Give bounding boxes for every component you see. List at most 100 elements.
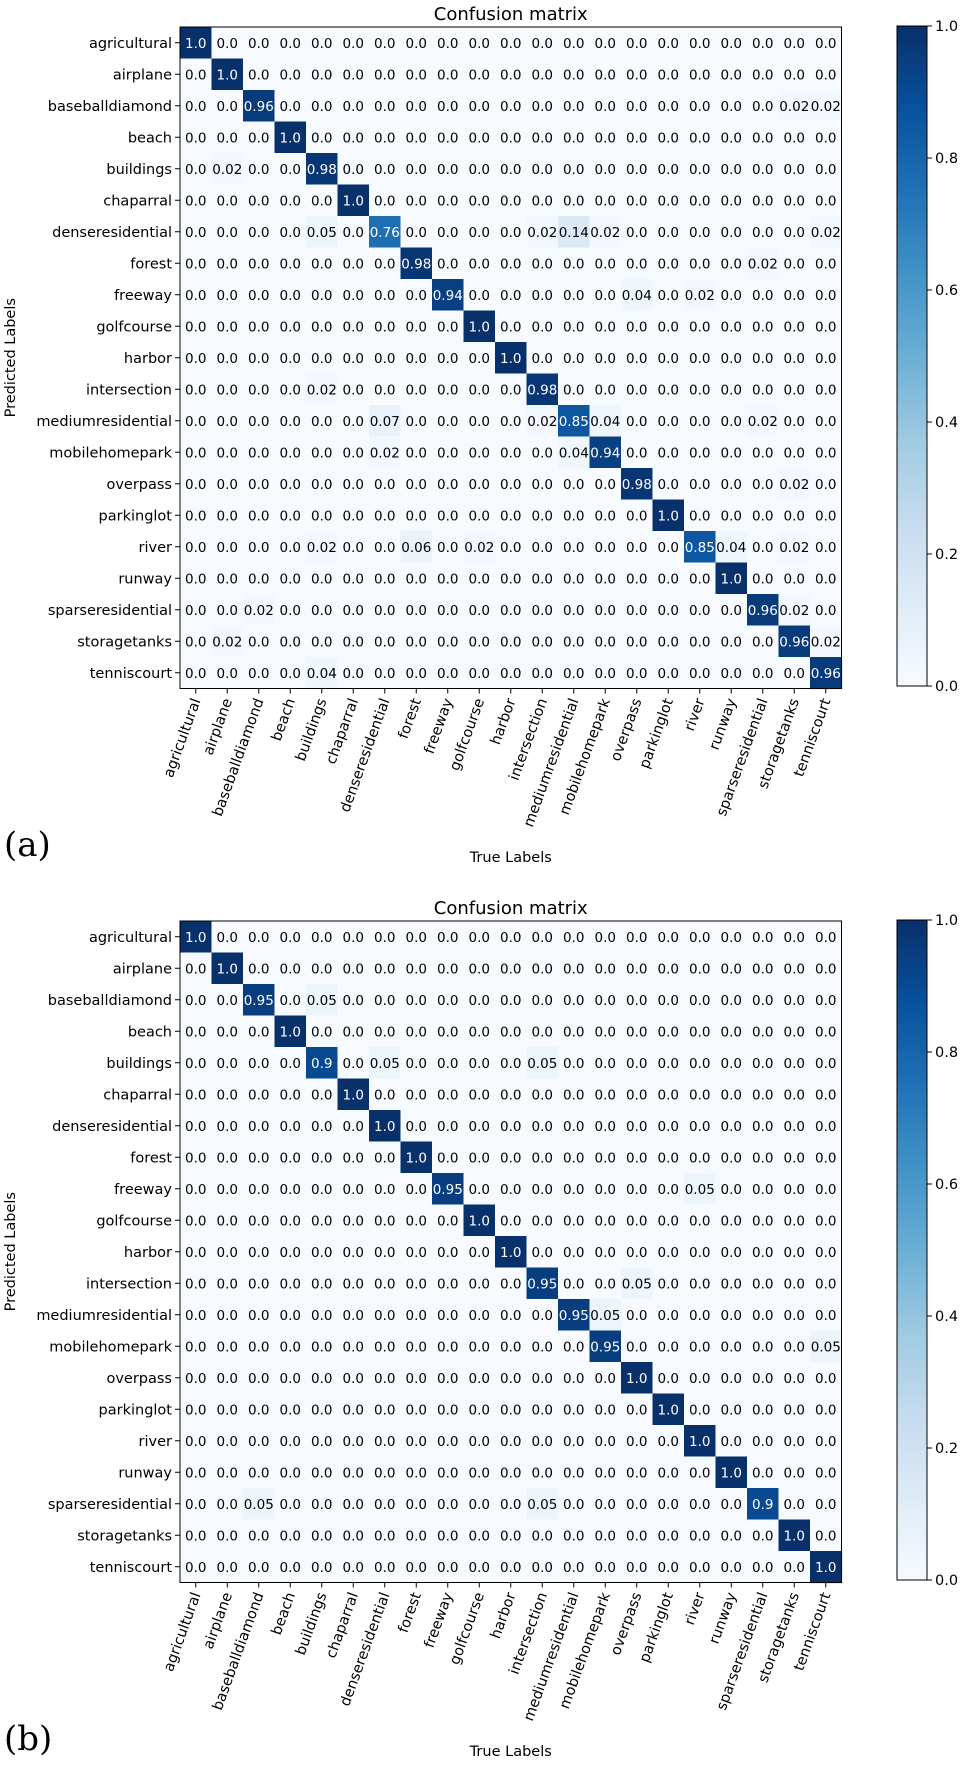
heatmap-cell [652, 499, 685, 532]
cell-value-label: 0.0 [437, 1371, 458, 1387]
heatmap-cell [495, 468, 528, 501]
cell-value-label: 0.0 [752, 225, 773, 241]
cell-value-label: 1.0 [217, 961, 238, 977]
cell-value-label: 0.0 [343, 1308, 364, 1324]
heatmap-cell [180, 1330, 213, 1363]
heatmap-cell [180, 216, 213, 249]
cell-value-label: 0.0 [563, 508, 584, 524]
cell-value-label: 0.0 [721, 1056, 742, 1072]
heatmap-cell [495, 984, 528, 1017]
heatmap-cell [621, 1330, 654, 1363]
heatmap-cell [684, 468, 717, 501]
cell-value-label: 0.0 [563, 930, 584, 946]
cell-value-label: 0.0 [406, 1528, 427, 1544]
cell-value-label: 0.0 [721, 1150, 742, 1166]
heatmap-cell [526, 657, 559, 690]
heatmap-cell [369, 247, 402, 280]
heatmap-cell [306, 1362, 339, 1395]
cell-value-label: 0.0 [406, 1119, 427, 1135]
cell-value-label: 0.0 [311, 634, 332, 650]
heatmap-cell [495, 90, 528, 123]
heatmap-cell [274, 1141, 307, 1174]
cell-value-label: 0.0 [185, 571, 206, 587]
cell-value-label: 0.02 [370, 445, 400, 461]
colorbar-tick-label: 0.4 [935, 1309, 958, 1325]
heatmap-cell [684, 1173, 717, 1206]
heatmap-cell [432, 1456, 465, 1489]
heatmap-cell [337, 216, 370, 249]
y-tick-label: golfcourse [96, 319, 172, 335]
heatmap-cell [778, 921, 811, 954]
heatmap-cell [684, 1299, 717, 1332]
cell-value-label: 0.0 [185, 1528, 206, 1544]
heatmap-cell [400, 531, 433, 564]
heatmap-cell [621, 1299, 654, 1332]
heatmap-cell [589, 1393, 622, 1426]
cell-value-label: 0.02 [212, 634, 242, 650]
cell-value-label: 0.14 [559, 225, 589, 241]
cell-value-label: 0.0 [500, 382, 521, 398]
heatmap-cell [463, 1551, 496, 1584]
cell-value-label: 0.0 [217, 1056, 238, 1072]
heatmap-cell [243, 531, 276, 564]
heatmap-cell [306, 279, 339, 312]
cell-value-label: 0.0 [563, 1150, 584, 1166]
cell-value-label: 0.0 [469, 36, 490, 52]
heatmap-cell [589, 594, 622, 627]
heatmap-cell [652, 562, 685, 595]
heatmap-cell [778, 342, 811, 375]
cell-value-label: 0.0 [626, 1528, 647, 1544]
cell-value-label: 0.0 [752, 1308, 773, 1324]
heatmap-cell [589, 279, 622, 312]
heatmap-cell [243, 625, 276, 658]
cell-value-label: 0.0 [658, 1087, 679, 1103]
heatmap-cell [684, 310, 717, 343]
cell-value-label: 0.0 [185, 1119, 206, 1135]
heatmap-cell [243, 1456, 276, 1489]
heatmap-cell [810, 1299, 843, 1332]
heatmap-cell [558, 27, 591, 60]
heatmap-cell [400, 1551, 433, 1584]
cell-value-label: 0.0 [406, 351, 427, 367]
cell-value-label: 0.0 [185, 666, 206, 682]
cell-value-label: 0.0 [437, 414, 458, 430]
heatmap-cell [211, 153, 244, 186]
cell-value-label: 0.0 [815, 1150, 836, 1166]
heatmap-cell [621, 1456, 654, 1489]
cell-value-label: 0.0 [311, 36, 332, 52]
heatmap-cell [621, 1047, 654, 1080]
cell-value-label: 0.0 [280, 1497, 301, 1513]
cell-value-label: 0.0 [500, 193, 521, 209]
heatmap-cell [715, 1078, 748, 1111]
heatmap-cell [589, 657, 622, 690]
heatmap-cell [274, 1393, 307, 1426]
cell-value-label: 0.07 [370, 414, 400, 430]
cell-value-label: 0.0 [752, 162, 773, 178]
heatmap-cell [432, 952, 465, 985]
heatmap-cell [306, 1078, 339, 1111]
cell-value-label: 0.0 [469, 1528, 490, 1544]
heatmap-cell [810, 405, 843, 438]
cell-value-label: 0.0 [311, 930, 332, 946]
cell-value-label: 0.0 [469, 961, 490, 977]
chart-title: Confusion matrix [434, 4, 588, 25]
cell-value-label: 0.0 [752, 1024, 773, 1040]
cell-value-label: 0.0 [311, 1308, 332, 1324]
cell-value-label: 0.0 [563, 193, 584, 209]
heatmap-cell [684, 1519, 717, 1552]
heatmap-cell [337, 1141, 370, 1174]
heatmap-cell [180, 1551, 213, 1584]
heatmap-cell [652, 216, 685, 249]
cell-value-label: 0.05 [622, 1276, 652, 1292]
cell-value-label: 1.0 [721, 571, 742, 587]
cell-value-label: 1.0 [343, 193, 364, 209]
heatmap-cell [495, 436, 528, 469]
heatmap-cell [337, 1110, 370, 1143]
cell-value-label: 0.0 [784, 256, 805, 272]
cell-value-label: 0.0 [185, 130, 206, 146]
cell-value-label: 0.0 [185, 477, 206, 493]
cell-value-label: 0.0 [437, 634, 458, 650]
heatmap-cell [558, 921, 591, 954]
heatmap-cell [495, 216, 528, 249]
cell-value-label: 0.0 [500, 1339, 521, 1355]
